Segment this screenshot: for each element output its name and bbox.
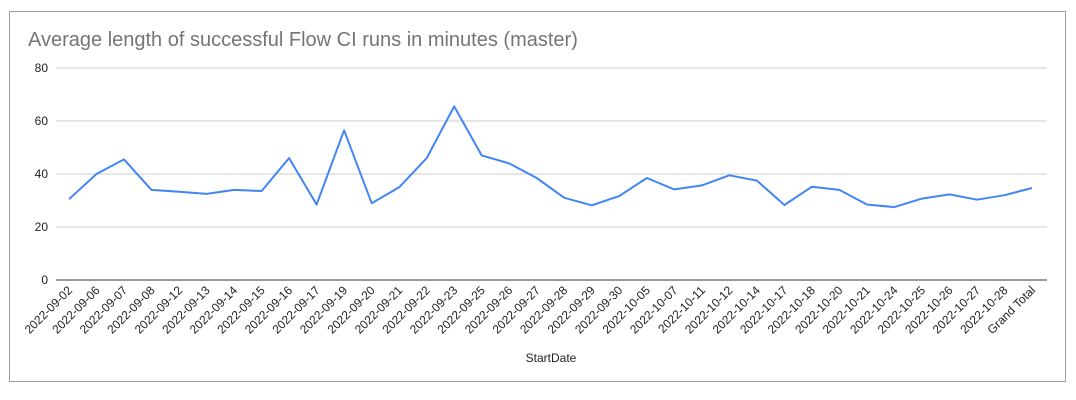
data-point[interactable] (259, 188, 264, 193)
data-point[interactable] (67, 197, 72, 202)
y-tick-label: 40 (35, 167, 49, 181)
chart-title: Average length of successful Flow CI run… (28, 29, 578, 51)
data-point[interactable] (809, 184, 814, 189)
data-point[interactable] (507, 161, 512, 166)
series-lines (67, 104, 1035, 210)
data-point[interactable] (562, 195, 567, 200)
y-tick-label: 60 (35, 114, 49, 128)
data-point[interactable] (94, 172, 99, 177)
data-point[interactable] (177, 189, 182, 194)
data-point[interactable] (204, 191, 209, 196)
data-point[interactable] (122, 157, 127, 162)
data-point[interactable] (589, 203, 594, 208)
data-point[interactable] (727, 173, 732, 178)
data-point[interactable] (672, 187, 677, 192)
data-point[interactable] (837, 187, 842, 192)
gridlines (56, 67, 1047, 281)
data-point[interactable] (644, 175, 649, 180)
data-point[interactable] (232, 187, 237, 192)
chart-frame (9, 11, 1066, 382)
y-tick-labels: 0 20 40 60 80 (35, 61, 49, 287)
data-point[interactable] (342, 128, 347, 133)
data-point[interactable] (754, 178, 759, 183)
data-point[interactable] (287, 156, 292, 161)
data-point[interactable] (397, 185, 402, 190)
data-point[interactable] (369, 201, 374, 206)
x-tick-labels: 2022-09-022022-09-062022-09-072022-09-08… (22, 283, 1038, 337)
data-point[interactable] (424, 156, 429, 161)
data-point[interactable] (1030, 186, 1035, 191)
y-tick-label: 20 (35, 220, 49, 234)
data-point[interactable] (1002, 193, 1007, 198)
data-point[interactable] (452, 104, 457, 109)
data-point[interactable] (479, 153, 484, 158)
series-line (68, 105, 1033, 209)
data-point[interactable] (974, 197, 979, 202)
data-point[interactable] (617, 193, 622, 198)
y-tick-label: 0 (41, 273, 48, 287)
data-point[interactable] (947, 192, 952, 197)
data-point[interactable] (782, 203, 787, 208)
data-point[interactable] (699, 183, 704, 188)
data-point[interactable] (314, 202, 319, 207)
data-point[interactable] (864, 202, 869, 207)
data-point[interactable] (149, 187, 154, 192)
y-tick-label: 80 (35, 61, 49, 75)
data-point[interactable] (534, 175, 539, 180)
data-point[interactable] (892, 205, 897, 210)
data-point[interactable] (919, 196, 924, 201)
x-axis-label: StartDate (526, 351, 577, 365)
